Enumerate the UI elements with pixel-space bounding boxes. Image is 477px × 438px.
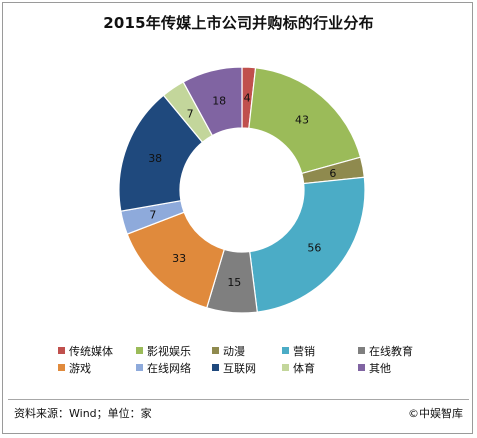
slice-value-label: 15 (227, 276, 241, 289)
legend-item: 传统媒体 (58, 343, 136, 359)
legend-label: 营销 (293, 344, 315, 358)
legend-label: 在线教育 (369, 344, 413, 358)
legend-item: 动漫 (212, 343, 282, 359)
legend-label: 体育 (293, 361, 315, 375)
legend-swatch (212, 347, 219, 354)
legend-label: 影视娱乐 (147, 344, 191, 358)
legend-item: 体育 (282, 360, 358, 376)
legend-swatch (136, 347, 143, 354)
legend-item: 其他 (358, 360, 438, 376)
legend-swatch (136, 364, 143, 371)
chart-legend: 传统媒体 影视娱乐 动漫 营销 在线教育 游戏 在线网络 互联网 体育 其他 (58, 342, 438, 376)
donut-slice-4 (249, 176, 366, 313)
legend-item: 在线教育 (358, 343, 438, 359)
slice-value-label: 33 (172, 252, 186, 265)
donut-data-labels: 4 43 6 56 15 33 7 38 7 18 (148, 92, 336, 290)
legend-item: 游戏 (58, 360, 136, 376)
slice-value-label: 43 (295, 114, 309, 127)
slice-value-label: 38 (148, 152, 162, 165)
legend-swatch (58, 347, 65, 354)
slice-value-label: 7 (149, 209, 156, 222)
brand-watermark: ©中娱智库 (408, 407, 463, 420)
legend-label: 在线网络 (147, 361, 191, 375)
slice-value-label: 6 (329, 167, 336, 180)
slice-value-label: 7 (187, 107, 194, 120)
legend-item: 营销 (282, 343, 358, 359)
legend-swatch (58, 364, 65, 371)
legend-label: 互联网 (223, 361, 256, 375)
legend-label: 游戏 (69, 361, 91, 375)
legend-swatch (282, 364, 289, 371)
legend-swatch (212, 364, 219, 371)
legend-swatch (282, 347, 289, 354)
legend-swatch (358, 347, 365, 354)
legend-label: 传统媒体 (69, 344, 113, 358)
legend-item: 互联网 (212, 360, 282, 376)
slice-value-label: 18 (212, 94, 226, 107)
slice-value-label: 4 (244, 92, 251, 105)
legend-swatch (358, 364, 365, 371)
donut-slices (118, 66, 366, 314)
legend-row: 传统媒体 影视娱乐 动漫 营销 在线教育 (58, 342, 438, 359)
slice-value-label: 56 (307, 242, 321, 255)
source-note: 资料来源：Wind；单位：家 (14, 407, 152, 420)
legend-item: 在线网络 (136, 360, 212, 376)
footer-divider (8, 399, 469, 400)
legend-label: 动漫 (223, 344, 245, 358)
legend-item: 影视娱乐 (136, 343, 212, 359)
chart-title: 2015年传媒上市公司并购标的行业分布 (103, 14, 374, 32)
donut-slice-10 (182, 66, 243, 137)
legend-row: 游戏 在线网络 互联网 体育 其他 (58, 359, 438, 376)
legend-label: 其他 (369, 361, 391, 375)
